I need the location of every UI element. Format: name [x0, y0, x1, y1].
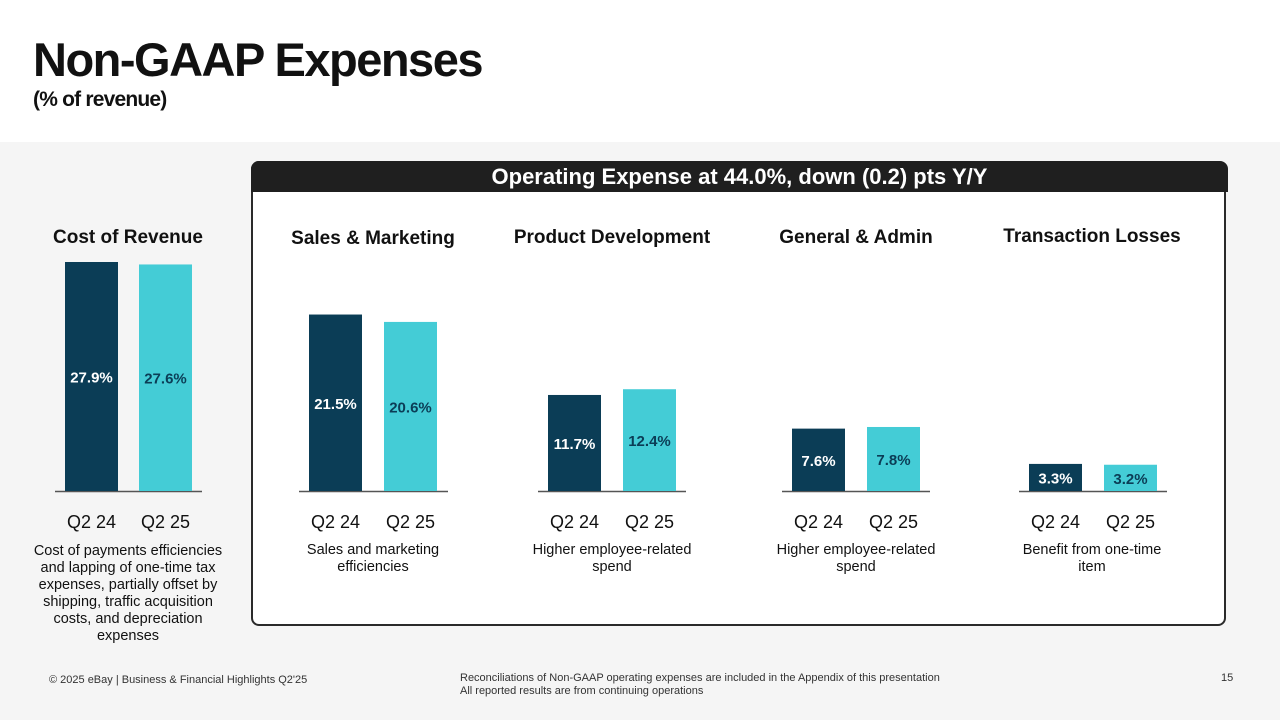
- panel-title-transaction-losses: Transaction Losses: [1003, 226, 1181, 247]
- panel-title-sales-marketing: Sales & Marketing: [291, 228, 455, 249]
- panel-title-cost-of-revenue: Cost of Revenue: [53, 227, 203, 248]
- category-label-4-1: Q2 25: [1106, 512, 1155, 532]
- bar-3-q224: [792, 428, 845, 491]
- page-title: Non-GAAP Expenses: [33, 33, 483, 86]
- category-label-0-1: Q2 25: [141, 512, 190, 532]
- category-label-1-0: Q2 24: [311, 512, 360, 532]
- bar-2-q225: [623, 389, 676, 491]
- bar-0-q225: [139, 264, 192, 491]
- data-label-3-1: 7.8%: [876, 452, 910, 469]
- panel-title-general-admin: General & Admin: [779, 227, 933, 248]
- category-label-3-0: Q2 24: [794, 512, 843, 532]
- data-label-2-1: 12.4%: [628, 433, 671, 450]
- note-general-admin: Higher employee-related spend: [776, 542, 936, 575]
- footer-continuing-ops: All reported results are from continuing…: [460, 685, 704, 697]
- footer-reconciliation: Reconciliations of Non-GAAP operating ex…: [460, 672, 940, 684]
- data-label-1-0: 21.5%: [314, 396, 357, 413]
- category-label-2-1: Q2 25: [625, 512, 674, 532]
- panel-title-product-development: Product Development: [513, 227, 711, 248]
- bar-1-q225: [384, 321, 437, 491]
- bar-3-q225: [867, 426, 920, 491]
- category-label-4-0: Q2 24: [1031, 512, 1080, 532]
- category-label-3-1: Q2 25: [869, 512, 918, 532]
- data-label-2-0: 11.7%: [554, 436, 596, 453]
- note-product-development: Higher employee-related spend: [532, 542, 692, 575]
- page-subtitle: (% of revenue): [33, 88, 167, 111]
- data-label-0-1: 27.6%: [144, 371, 187, 388]
- category-label-2-0: Q2 24: [550, 512, 599, 532]
- data-label-1-1: 20.6%: [389, 399, 432, 416]
- bar-1-q224: [309, 314, 362, 491]
- bar-4-q224: [1029, 463, 1082, 491]
- data-label-3-0: 7.6%: [801, 453, 835, 470]
- data-label-0-0: 27.9%: [70, 370, 113, 387]
- note-transaction-losses: Benefit from one-time item: [1022, 542, 1162, 575]
- footer-page-number: 15: [1221, 672, 1234, 684]
- header: Non-GAAP Expenses (% of revenue): [0, 0, 1280, 142]
- footer-copyright: © 2025 eBay | Business & Financial Highl…: [49, 674, 308, 686]
- category-label-1-1: Q2 25: [386, 512, 435, 532]
- bar-2-q224: [548, 394, 601, 491]
- data-label-4-1: 3.2%: [1113, 471, 1147, 488]
- note-sales-marketing: Sales and marketing efficiencies: [306, 542, 440, 575]
- operating-expense-box: [251, 161, 1226, 626]
- bar-0-q224: [65, 262, 118, 491]
- operating-expense-banner: Operating Expense at 44.0%, down (0.2) p…: [251, 161, 1228, 192]
- data-label-4-0: 3.3%: [1038, 470, 1072, 487]
- note-cost-of-revenue: Cost of payments efficiencies and lappin…: [33, 543, 223, 644]
- category-label-0-0: Q2 24: [67, 512, 116, 532]
- bar-4-q225: [1104, 464, 1157, 491]
